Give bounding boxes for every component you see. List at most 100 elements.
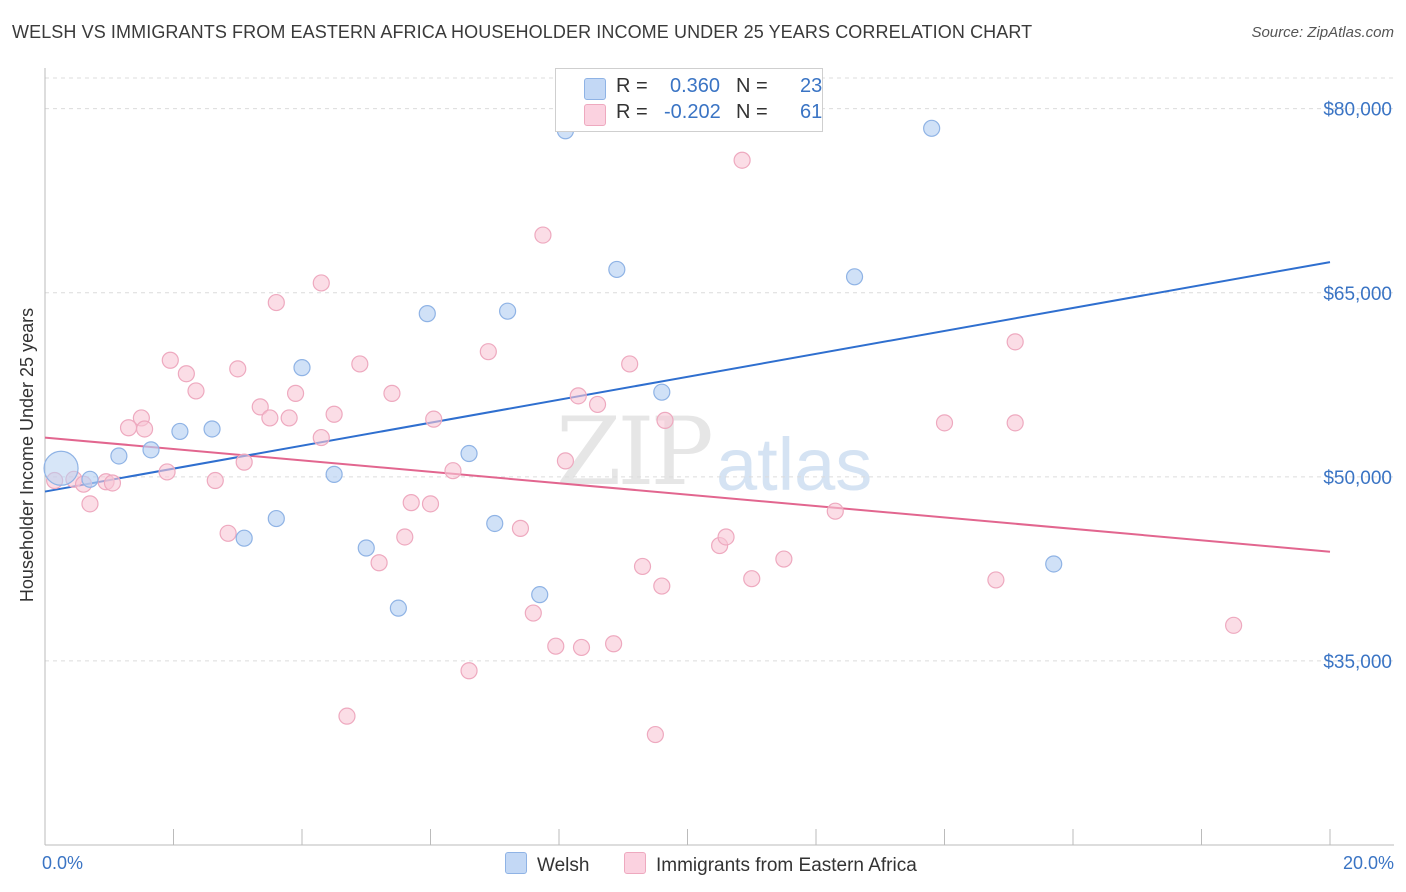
africa-point — [460, 662, 478, 680]
africa-point — [81, 495, 99, 513]
africa-point — [383, 384, 401, 402]
welsh-swatch — [505, 852, 527, 874]
africa-point — [743, 570, 761, 588]
africa-point — [826, 502, 844, 520]
africa-point — [511, 519, 530, 537]
africa-point — [935, 414, 954, 432]
watermark-zip: ZIP — [556, 398, 714, 507]
africa-point — [351, 355, 369, 373]
africa-point — [444, 462, 462, 480]
africa-point — [206, 471, 224, 490]
correlation-legend: R = 0.360 N = 23 R = -0.202 N = 61 — [555, 68, 823, 132]
africa-point — [479, 343, 497, 361]
welsh-trend-line — [44, 261, 1331, 493]
africa-point — [158, 463, 176, 481]
legend-r-value: -0.202 — [664, 101, 721, 123]
africa-point — [229, 360, 247, 378]
welsh-point — [235, 529, 253, 547]
africa-point — [267, 293, 285, 312]
welsh-point — [267, 509, 285, 528]
africa-point — [556, 452, 575, 470]
africa-point — [656, 411, 674, 429]
africa-point — [280, 409, 298, 427]
africa-point — [177, 365, 195, 383]
welsh-point — [43, 450, 79, 486]
africa-point — [605, 635, 623, 653]
africa-point — [621, 355, 639, 373]
africa-point — [547, 637, 565, 655]
africa-point — [312, 428, 330, 447]
welsh-point — [203, 420, 221, 438]
africa-point — [534, 226, 552, 244]
welsh-point — [486, 514, 504, 533]
africa-point — [1006, 414, 1024, 432]
africa-point — [219, 524, 237, 542]
africa-point — [402, 494, 420, 512]
axes — [44, 68, 1394, 846]
africa-point — [1006, 333, 1024, 351]
africa-legend-label: Immigrants from Eastern Africa — [656, 855, 917, 876]
africa-point — [717, 528, 735, 546]
welsh-point — [608, 260, 626, 279]
africa-point — [187, 382, 205, 400]
legend-n-label: N = — [736, 75, 768, 97]
africa-point — [261, 409, 279, 427]
legend-n-value: 23 — [800, 75, 823, 97]
legend-n-value: 61 — [800, 101, 823, 123]
africa-point — [633, 557, 652, 576]
legend-r-label: R = — [616, 101, 648, 123]
watermark-atlas: atlas — [716, 423, 873, 506]
y-axis-title: Householder Income Under 25 years — [17, 308, 37, 602]
africa-point — [312, 274, 330, 292]
welsh-point — [499, 302, 517, 320]
africa-swatch — [624, 852, 646, 874]
africa-point — [251, 398, 269, 416]
x-tick-label-max: 20.0% — [1343, 853, 1394, 873]
welsh-point — [531, 586, 549, 604]
africa-point — [653, 577, 671, 595]
chart-title: WELSH VS IMMIGRANTS FROM EASTERN AFRICA … — [12, 22, 1033, 42]
welsh-point — [923, 119, 941, 137]
welsh-point — [389, 599, 407, 617]
africa-point — [396, 528, 414, 546]
welsh-point — [460, 444, 478, 463]
legend-r-label: R = — [616, 75, 648, 97]
trend-lines — [44, 261, 1331, 553]
welsh-point — [293, 359, 311, 377]
y-tick-label: $50,000 — [1323, 468, 1392, 489]
welsh-point — [1045, 555, 1063, 573]
africa-point — [588, 395, 607, 414]
africa-swatch — [584, 104, 606, 126]
gridlines — [45, 77, 1394, 662]
africa-point — [733, 151, 751, 169]
africa-point — [646, 725, 664, 744]
bottom-legend-welsh: Welsh — [505, 852, 589, 877]
welsh-point — [142, 441, 160, 459]
x-tick-label-min: 0.0% — [42, 853, 83, 873]
africa-point — [572, 638, 591, 657]
africa-point — [235, 453, 253, 471]
africa-point — [286, 384, 305, 402]
welsh-legend-label: Welsh — [537, 855, 590, 876]
africa-point — [524, 604, 542, 622]
africa-points — [46, 151, 1243, 744]
africa-trend-line — [44, 436, 1331, 553]
legend-r-value: 0.360 — [670, 75, 721, 97]
africa-point — [1225, 616, 1243, 634]
africa-point — [135, 420, 154, 438]
africa-point — [425, 410, 443, 428]
welsh-point — [357, 539, 375, 557]
welsh-swatch — [584, 78, 606, 100]
africa-point — [421, 495, 440, 513]
africa-point — [325, 405, 343, 423]
y-tick-label: $65,000 — [1323, 284, 1392, 305]
welsh-point — [845, 268, 864, 286]
africa-point — [103, 474, 122, 492]
source-label: Source: ZipAtlas.com — [1251, 24, 1394, 41]
welsh-points — [43, 119, 1063, 617]
africa-point — [370, 554, 388, 572]
welsh-point — [325, 465, 343, 483]
africa-point — [569, 387, 587, 405]
bottom-legend-africa: Immigrants from Eastern Africa — [624, 852, 917, 877]
